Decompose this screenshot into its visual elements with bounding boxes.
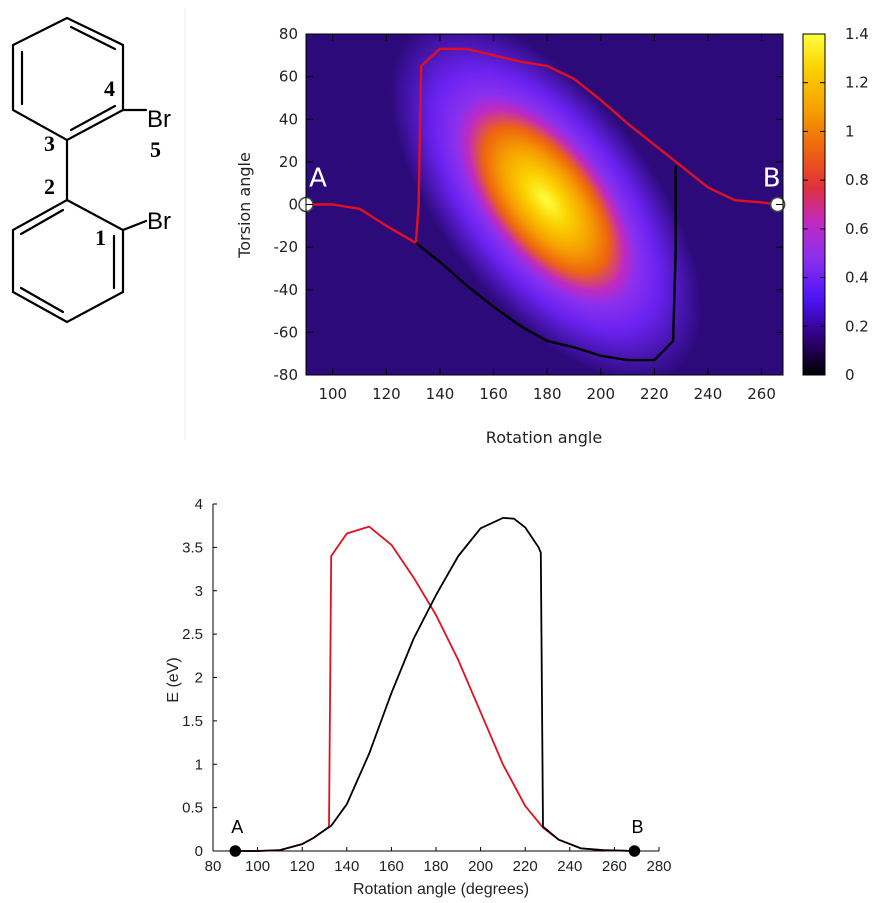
colorbar-tick-label: 0.6 bbox=[845, 220, 869, 238]
endpoint-label-b: B bbox=[631, 817, 643, 837]
x-tick-label: 120 bbox=[372, 385, 401, 403]
y-tick-label: 2.5 bbox=[182, 626, 203, 643]
y-tick-label: 0 bbox=[288, 196, 298, 214]
colorbar-tick-label: 1.4 bbox=[845, 25, 869, 43]
colorbar-tick-label: 1.2 bbox=[845, 74, 869, 92]
x-tick-label: 80 bbox=[205, 858, 222, 875]
y-tick-label: 0.5 bbox=[182, 800, 203, 817]
y-tick-label: 40 bbox=[279, 110, 298, 128]
x-tick-label: 200 bbox=[468, 858, 493, 875]
colorbar-tick-label: 1 bbox=[845, 122, 855, 140]
bromine-label-bottom: Br bbox=[147, 208, 171, 235]
energy-y-axis-label: E (eV) bbox=[165, 657, 182, 702]
x-tick-label: 140 bbox=[334, 858, 359, 875]
x-tick-label: 140 bbox=[426, 385, 455, 403]
y-tick-label: 3.5 bbox=[182, 539, 203, 556]
x-tick-label: 260 bbox=[602, 858, 627, 875]
lower-ring-double-bond bbox=[19, 208, 65, 236]
x-tick-label: 180 bbox=[423, 858, 448, 875]
molecule-structure bbox=[11, 16, 148, 324]
y-tick-label: 1 bbox=[195, 756, 203, 773]
y-tick-label: -40 bbox=[274, 281, 299, 299]
x-tick-label: 160 bbox=[379, 858, 404, 875]
y-tick-label: -20 bbox=[274, 238, 299, 256]
y-tick-label: 60 bbox=[279, 68, 298, 86]
series-line-0 bbox=[235, 525, 635, 852]
atom-number-2: 2 bbox=[44, 174, 55, 199]
series-line-0 bbox=[306, 47, 778, 245]
atom-number-5: 5 bbox=[150, 137, 161, 162]
atom-number-4: 4 bbox=[104, 76, 115, 101]
energy-x-axis-label: Rotation angle (degrees) bbox=[353, 881, 529, 898]
x-tick-label: 260 bbox=[747, 385, 776, 403]
energy-chart: 80 100 120 140 160 180 200 220 240 260 280 0 0.5 1 1.… bbox=[165, 496, 672, 898]
heatmap-surface bbox=[306, 34, 783, 375]
colorbar-tick-label: 0.2 bbox=[845, 317, 869, 335]
x-tick-label: 240 bbox=[694, 385, 723, 403]
heatmap-x-axis-label: Rotation angle bbox=[486, 428, 602, 447]
colorbar-tick-label: 0.4 bbox=[845, 269, 869, 287]
c-br-bond bbox=[121, 219, 148, 232]
y-tick-label: 1.5 bbox=[182, 713, 203, 730]
y-tick-label: 80 bbox=[279, 25, 298, 43]
colorbar-tick-label: 0 bbox=[845, 366, 855, 384]
endpoint-label-a: A bbox=[309, 164, 327, 194]
energy-x-ticks: 80 100 120 140 160 180 200 220 240 260 280 bbox=[205, 847, 672, 875]
endpoint-marker-b bbox=[628, 845, 641, 857]
colorbar bbox=[802, 33, 826, 376]
upper-ring-double-bond bbox=[69, 104, 117, 132]
x-tick-label: 180 bbox=[533, 385, 562, 403]
endpoint-label-b: B bbox=[763, 164, 781, 194]
x-tick-label: 220 bbox=[640, 385, 669, 403]
x-tick-label: 220 bbox=[513, 858, 538, 875]
series-line-1 bbox=[415, 166, 677, 362]
x-tick-label: 200 bbox=[586, 385, 615, 403]
y-tick-label: 20 bbox=[279, 153, 298, 171]
heatmap-series-group bbox=[306, 47, 778, 362]
colorbar-ticks: 0 0.2 0.4 0.6 0.8 1 1.2 1.4 bbox=[803, 25, 869, 384]
x-tick-label: 120 bbox=[290, 858, 315, 875]
endpoint-label-a: A bbox=[231, 817, 243, 837]
y-tick-label: -80 bbox=[274, 366, 299, 384]
x-tick-label: 100 bbox=[245, 858, 270, 875]
y-tick-label: 2 bbox=[195, 670, 203, 687]
energy-y-ticks: 0 0.5 1 1.5 2 2.5 3 3.5 4 bbox=[182, 496, 217, 860]
x-tick-label: 160 bbox=[479, 385, 508, 403]
atom-number-1: 1 bbox=[95, 225, 106, 250]
x-tick-label: 100 bbox=[318, 385, 347, 403]
atom-number-3: 3 bbox=[44, 131, 55, 156]
heatmap-y-axis-label: Torsion angle bbox=[235, 152, 254, 259]
lower-benzene-ring bbox=[11, 198, 125, 324]
y-tick-label: -60 bbox=[274, 323, 299, 341]
upper-ring-double-bond bbox=[69, 25, 117, 51]
heatmap-y-ticks: -80 -60 -40 -20 0 20 40 60 80 bbox=[274, 25, 783, 384]
y-tick-label: 4 bbox=[195, 496, 203, 513]
bromine-label-top: Br bbox=[147, 106, 171, 133]
heatmap-x-ticks: 100 120 140 160 180 200 220 240 260 bbox=[318, 34, 776, 403]
endpoint-marker-a bbox=[229, 845, 242, 857]
y-tick-label: 3 bbox=[195, 583, 203, 600]
colorbar-tick-label: 0.8 bbox=[845, 171, 869, 189]
x-tick-label: 240 bbox=[557, 858, 582, 875]
series-line-1 bbox=[235, 517, 635, 852]
y-tick-label: 0 bbox=[195, 843, 203, 860]
x-tick-label: 280 bbox=[646, 858, 671, 875]
energy-series-group bbox=[235, 517, 635, 852]
lower-ring-double-bond bbox=[19, 286, 65, 314]
